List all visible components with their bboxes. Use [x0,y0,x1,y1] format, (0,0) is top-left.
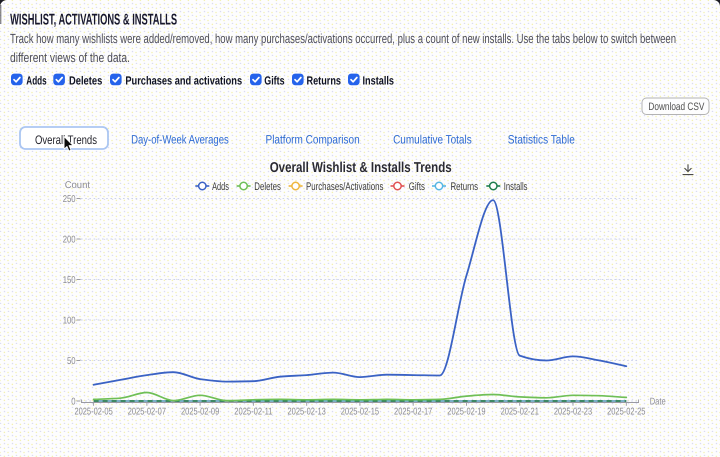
svg-text:Deletes: Deletes [69,73,103,87]
svg-text:2025-02-19: 2025-02-19 [447,407,485,418]
svg-text:Day-of-Week Averages: Day-of-Week Averages [131,133,229,147]
svg-text:Count: Count [65,180,91,191]
svg-text:Installs: Installs [504,181,528,193]
svg-text:WISHLIST, ACTIVATIONS & INSTAL: WISHLIST, ACTIVATIONS & INSTALLS [10,11,177,28]
svg-text:Deletes: Deletes [254,181,281,193]
svg-text:2025-02-05: 2025-02-05 [74,407,113,418]
svg-text:Adds: Adds [212,181,229,193]
svg-text:2025-02-25: 2025-02-25 [607,407,646,418]
svg-text:2025-02-07: 2025-02-07 [128,407,166,418]
svg-text:150: 150 [63,275,76,286]
svg-text:Adds: Adds [26,73,47,87]
svg-text:Returns: Returns [307,73,342,87]
svg-text:Overall Wishlist & Installs Tr: Overall Wishlist & Installs Trends [270,160,452,176]
svg-text:250: 250 [63,194,76,205]
svg-text:200: 200 [63,234,76,245]
svg-text:2025-02-09: 2025-02-09 [181,407,219,418]
svg-text:Returns: Returns [451,181,479,193]
svg-text:Download CSV: Download CSV [648,101,705,113]
svg-text:Track how many wishlists were: Track how many wishlists were added/remo… [10,31,676,46]
svg-text:Gifts: Gifts [264,73,285,87]
svg-text:2025-02-15: 2025-02-15 [341,407,380,418]
svg-text:Purchases and activations: Purchases and activations [125,73,242,87]
svg-text:Date: Date [650,397,666,408]
svg-text:2025-02-17: 2025-02-17 [394,407,432,418]
svg-text:0: 0 [71,396,76,407]
svg-text:2025-02-11: 2025-02-11 [234,407,272,418]
svg-text:Installs: Installs [363,73,395,87]
svg-text:50: 50 [67,356,76,367]
svg-text:different views of the data.: different views of the data. [10,50,130,65]
svg-text:100: 100 [63,315,76,326]
svg-text:Cumulative Totals: Cumulative Totals [393,133,472,147]
svg-text:Statistics Table: Statistics Table [508,133,575,147]
svg-text:Purchases/Activations: Purchases/Activations [306,181,384,193]
svg-text:2025-02-23: 2025-02-23 [554,407,593,418]
svg-text:Gifts: Gifts [409,181,426,193]
svg-text:2025-02-21: 2025-02-21 [501,407,539,418]
svg-text:2025-02-13: 2025-02-13 [288,407,327,418]
svg-text:Platform Comparison: Platform Comparison [266,133,360,147]
